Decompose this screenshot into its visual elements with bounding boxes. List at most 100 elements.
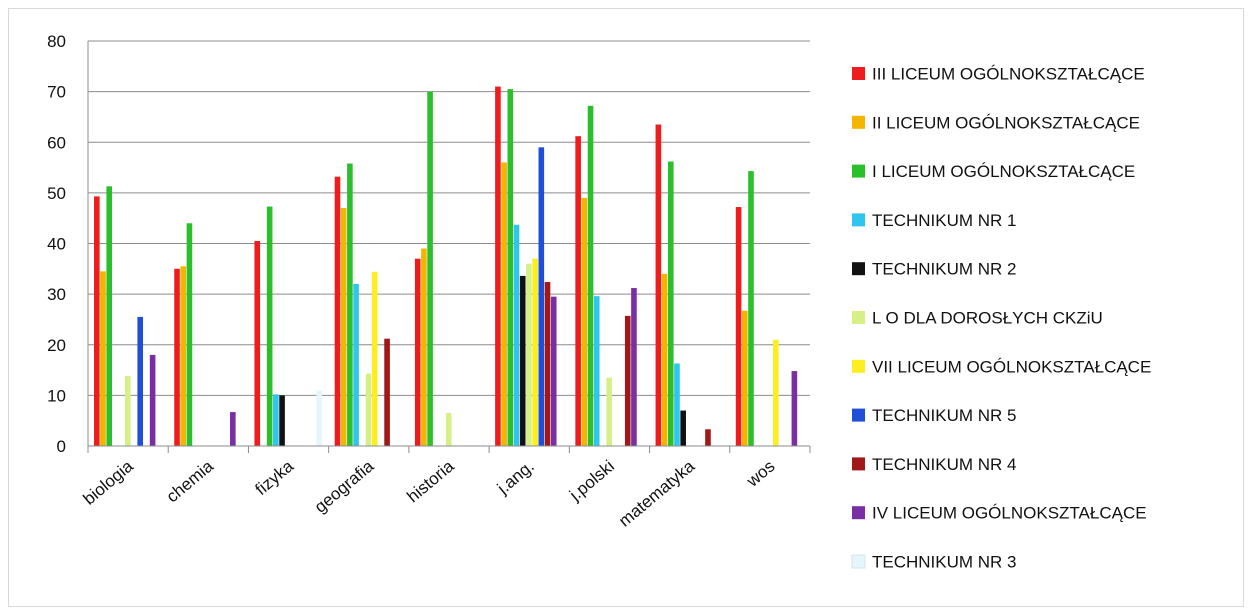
x-tick-label: biologia	[80, 456, 138, 509]
bar-technikum-nr-1-fizyka	[273, 394, 279, 446]
y-tick-label: 80	[47, 32, 66, 51]
bar-i-liceum-og-lnokszta-c-ce-historia	[427, 91, 433, 447]
legend-swatch	[852, 67, 865, 80]
bar-ii-liceum-og-lnokszta-c-ce-chemia	[180, 266, 187, 446]
legend-label: TECHNIKUM NR 3	[872, 553, 1017, 572]
bar-technikum-nr-1-j-ang	[513, 224, 520, 446]
legend-swatch	[852, 262, 865, 276]
y-tick-label: 70	[47, 83, 66, 102]
chart-frame	[8, 8, 1244, 607]
y-tick-label: 20	[47, 336, 66, 355]
bar-ii-liceum-og-lnokszta-c-ce-geografia	[340, 208, 347, 446]
x-tick-label: j.polski	[565, 457, 618, 506]
legend-swatch	[852, 115, 865, 129]
x-tick-label: chemia	[163, 456, 218, 506]
bar-iii-liceum-og-lnokszta-c-ce-matematyka	[655, 124, 662, 446]
bar-technikum-nr-4-geografia	[384, 338, 390, 446]
bars	[94, 86, 798, 447]
bar-technikum-nr-1-matematyka	[674, 363, 680, 446]
bar-iv-liceum-og-lnokszta-c-ce-j-ang	[550, 296, 557, 446]
bar-i-liceum-og-lnokszta-c-ce-chemia	[186, 223, 193, 446]
bar-technikum-nr-2-matematyka	[680, 410, 686, 446]
legend-swatch	[852, 164, 865, 178]
bar-iv-liceum-og-lnokszta-c-ce-biologia	[149, 354, 156, 447]
bar-technikum-nr-1-j-polski	[593, 296, 600, 446]
bar-iii-liceum-og-lnokszta-c-ce-historia	[414, 258, 421, 446]
bar-i-liceum-og-lnokszta-c-ce-fizyka	[266, 206, 273, 446]
x-tick-label: historia	[403, 456, 458, 506]
bar-iii-liceum-og-lnokszta-c-ce-j-polski	[575, 136, 581, 446]
legend-label: IV LICEUM OGÓLNOKSZTAŁCĄCE	[872, 504, 1147, 523]
gridlines	[88, 40, 810, 396]
bar-iv-liceum-og-lnokszta-c-ce-chemia	[230, 412, 236, 446]
x-tick-label: wos	[742, 457, 778, 492]
legend-label: VII LICEUM OGÓLNOKSZTAŁCĄCE	[872, 357, 1151, 376]
bar-l-o-dla-doros-ych-ckziu-geografia	[365, 373, 372, 446]
bar-vii-liceum-og-lnokszta-c-ce-wos	[772, 339, 779, 446]
y-tick-label: 60	[47, 133, 66, 152]
bar-technikum-nr-1-geografia	[353, 284, 359, 446]
y-tick-label: 0	[57, 437, 66, 456]
legend-swatch	[852, 506, 865, 520]
y-tick-label: 30	[47, 285, 66, 304]
bar-l-o-dla-doros-ych-ckziu-j-ang	[526, 263, 532, 446]
bar-iii-liceum-og-lnokszta-c-ce-wos	[735, 207, 742, 446]
bar-technikum-nr-4-matematyka	[705, 429, 711, 446]
bar-i-liceum-og-lnokszta-c-ce-wos	[748, 171, 754, 447]
x-tick-label: j.ang.	[493, 457, 538, 499]
bar-technikum-nr-4-j-ang	[544, 281, 551, 446]
bar-i-liceum-og-lnokszta-c-ce-matematyka	[667, 161, 674, 447]
y-tick-label: 50	[47, 184, 66, 203]
bar-iii-liceum-og-lnokszta-c-ce-j-ang	[495, 86, 501, 446]
bar-l-o-dla-doros-ych-ckziu-j-polski	[606, 377, 612, 446]
legend-label: TECHNIKUM NR 4	[872, 455, 1017, 474]
bar-l-o-dla-doros-ych-ckziu-historia	[445, 413, 452, 446]
legend-swatch	[852, 359, 865, 373]
bar-iii-liceum-og-lnokszta-c-ce-geografia	[334, 176, 341, 446]
bar-technikum-nr-2-j-ang	[519, 275, 526, 446]
legend-label: L O DLA DOROSŁYCH CKZiU	[872, 309, 1103, 328]
bar-ii-liceum-og-lnokszta-c-ce-historia	[421, 248, 427, 446]
bar-technikum-nr-3-fizyka	[316, 390, 323, 446]
y-axis: 0 10 20 30 40 50 60 70 80	[47, 32, 89, 456]
bar-technikum-nr-2-fizyka	[279, 395, 285, 447]
bar-i-liceum-og-lnokszta-c-ce-biologia	[106, 186, 113, 447]
x-tick-label: geografia	[311, 456, 378, 516]
legend-swatch	[852, 408, 865, 422]
legend-swatch	[852, 311, 865, 324]
bar-technikum-nr-5-biologia	[137, 316, 144, 446]
bar-ii-liceum-og-lnokszta-c-ce-wos	[741, 310, 748, 446]
bar-technikum-nr-5-j-ang	[538, 147, 545, 446]
bar-vii-liceum-og-lnokszta-c-ce-j-ang	[532, 258, 538, 446]
legend-label: TECHNIKUM NR 5	[872, 406, 1017, 425]
legend-label: III LICEUM OGÓLNOKSZTAŁCĄCE	[872, 65, 1145, 84]
bar-i-liceum-og-lnokszta-c-ce-j-polski	[587, 105, 594, 447]
legend-label: TECHNIKUM NR 1	[872, 211, 1017, 230]
legend-label: II LICEUM OGÓLNOKSZTAŁCĄCE	[872, 113, 1140, 132]
bar-i-liceum-og-lnokszta-c-ce-geografia	[347, 163, 353, 446]
bar-iv-liceum-og-lnokszta-c-ce-wos	[791, 371, 798, 446]
bar-ii-liceum-og-lnokszta-c-ce-j-polski	[581, 197, 588, 446]
bar-vii-liceum-og-lnokszta-c-ce-geografia	[371, 271, 378, 446]
bar-technikum-nr-4-j-polski	[624, 315, 631, 446]
bar-iv-liceum-og-lnokszta-c-ce-j-polski	[631, 288, 637, 446]
x-axis: biologia chemia fizyka geografia historia j.a…	[80, 445, 811, 531]
bar-ii-liceum-og-lnokszta-c-ce-j-ang	[501, 162, 507, 446]
legend-swatch	[852, 457, 865, 471]
legend-label: I LICEUM OGÓLNOKSZTAŁCĄCE	[872, 162, 1135, 181]
legend-swatch	[852, 213, 865, 227]
bar-iii-liceum-og-lnokszta-c-ce-chemia	[174, 268, 180, 446]
legend-swatch	[851, 554, 866, 569]
bar-iii-liceum-og-lnokszta-c-ce-biologia	[94, 196, 100, 446]
bar-ii-liceum-og-lnokszta-c-ce-biologia	[100, 271, 106, 446]
legend-label: TECHNIKUM NR 2	[872, 260, 1017, 279]
legend: III LICEUM OGÓLNOKSZTAŁCĄCE II LICEUM OGÓ…	[851, 65, 1151, 572]
bar-i-liceum-og-lnokszta-c-ce-j-ang	[507, 89, 514, 446]
y-tick-label: 40	[47, 235, 66, 254]
x-tick-label: matematyka	[615, 456, 699, 530]
bar-ii-liceum-og-lnokszta-c-ce-matematyka	[661, 273, 668, 447]
x-tick-label: fizyka	[252, 456, 298, 499]
bar-iii-liceum-og-lnokszta-c-ce-fizyka	[254, 240, 261, 446]
bar-l-o-dla-doros-ych-ckziu-biologia	[125, 376, 131, 446]
